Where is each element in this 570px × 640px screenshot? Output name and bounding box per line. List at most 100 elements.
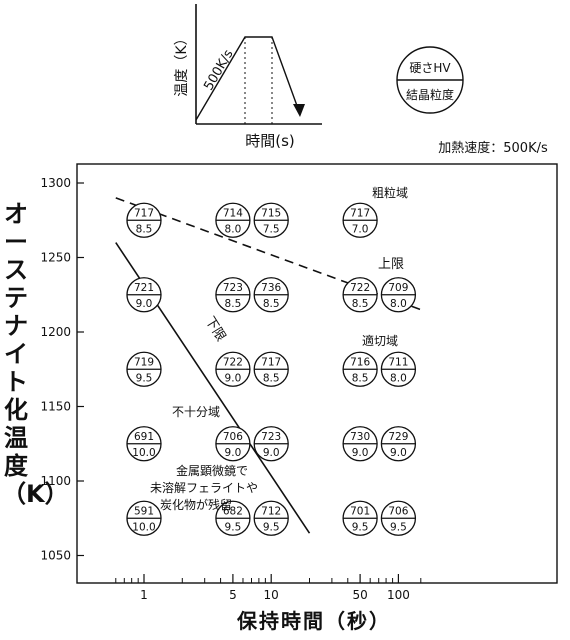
point-hardness-label: 736 xyxy=(261,282,281,294)
point-hardness-label: 722 xyxy=(223,356,243,368)
legend: 硬さHV 結晶粒度 xyxy=(396,46,464,114)
y-tick-label-1200: 1200 xyxy=(40,325,71,339)
region-proper-label: 適切域 xyxy=(362,333,398,348)
point-grain-label: 8.0 xyxy=(225,223,242,235)
point-grain-label: 10.0 xyxy=(132,521,155,533)
x-tick-label-50: 50 xyxy=(352,588,367,602)
point-grain-label: 9.0 xyxy=(352,447,369,459)
point-hardness-label: 729 xyxy=(388,431,408,443)
point-hardness-label: 706 xyxy=(388,505,408,517)
x-axis-label: 保持時間（秒） xyxy=(236,609,391,633)
x-tick-label-10: 10 xyxy=(264,588,279,602)
data-points: 7178.57148.07157.57177.07219.07238.57368… xyxy=(126,202,417,536)
point-grain-label: 7.5 xyxy=(263,223,280,235)
legend-bottom-label: 結晶粒度 xyxy=(406,87,454,102)
inset-arrowhead xyxy=(293,104,305,117)
y-tick-label-1150: 1150 xyxy=(40,400,71,414)
inset-rate-label: 500K/s xyxy=(201,47,236,93)
y-tick-label-1100: 1100 xyxy=(40,474,71,488)
plot-frame xyxy=(76,163,558,584)
point-grain-label: 8.0 xyxy=(390,298,407,310)
point-hardness-label: 730 xyxy=(350,431,370,443)
x-axis-ticks: 1 5 10 50 100 xyxy=(115,574,422,602)
point-hardness-label: 716 xyxy=(350,356,370,368)
point-grain-label: 8.0 xyxy=(390,372,407,384)
region-insufficient-label: 不十分域 xyxy=(172,405,220,419)
point-grain-label: 7.0 xyxy=(352,223,369,235)
heating-rate-label: 加熱速度：500K/s xyxy=(438,140,548,156)
point-grain-label: 8.5 xyxy=(225,298,242,310)
region-coarse-label: 粗粒域 xyxy=(372,185,408,200)
upper-limit-label: 上限 xyxy=(378,257,404,272)
point-hardness-label: 714 xyxy=(223,207,243,219)
point-grain-label: 9.5 xyxy=(263,521,280,533)
point-grain-label: 8.5 xyxy=(352,298,369,310)
point-hardness-label: 721 xyxy=(134,282,154,294)
point-grain-label: 8.5 xyxy=(136,223,153,235)
point-hardness-label: 701 xyxy=(350,505,370,517)
y-tick-label-1300: 1300 xyxy=(40,176,71,190)
point-grain-label: 9.0 xyxy=(225,447,242,459)
annotation-line-2: 未溶解フェライトや xyxy=(150,480,258,495)
point-hardness-label: 715 xyxy=(261,207,281,219)
point-grain-label: 9.5 xyxy=(390,521,407,533)
point-grain-label: 9.5 xyxy=(136,372,153,384)
point-grain-label: 9.5 xyxy=(352,521,369,533)
y-tick-label-1250: 1250 xyxy=(40,251,71,265)
point-hardness-label: 722 xyxy=(350,282,370,294)
inset-temperature-curve xyxy=(195,36,301,121)
point-grain-label: 8.5 xyxy=(263,298,280,310)
point-grain-label: 9.0 xyxy=(136,298,153,310)
point-hardness-label: 717 xyxy=(261,356,281,368)
y-axis-ticks: 1050 1100 1150 1200 1250 1300 xyxy=(40,176,84,563)
x-tick-label-1: 1 xyxy=(140,588,148,602)
point-hardness-label: 723 xyxy=(223,282,243,294)
point-hardness-label: 682 xyxy=(223,505,243,517)
inset-x-label: 時間(s) xyxy=(245,132,295,150)
x-tick-label-5: 5 xyxy=(229,588,237,602)
point-hardness-label: 706 xyxy=(223,431,243,443)
y-tick-label-1050: 1050 xyxy=(40,549,71,563)
inset-y-label: 温度（K） xyxy=(174,31,190,96)
point-hardness-label: 723 xyxy=(261,431,281,443)
point-grain-label: 10.0 xyxy=(132,447,155,459)
point-hardness-label: 691 xyxy=(134,431,154,443)
point-hardness-label: 719 xyxy=(134,356,154,368)
lower-limit-label: 下限 xyxy=(202,314,229,344)
point-grain-label: 9.0 xyxy=(263,447,280,459)
point-hardness-label: 712 xyxy=(261,505,281,517)
legend-top-label: 硬さHV xyxy=(409,61,451,75)
y-axis-label: オーステナイト化温度（K） xyxy=(2,200,69,508)
point-grain-label: 9.5 xyxy=(225,521,242,533)
point-grain-label: 9.0 xyxy=(225,372,242,384)
point-hardness-label: 711 xyxy=(388,356,408,368)
inset-diagram: 温度（K） 500K/s 時間(s) xyxy=(174,4,322,150)
point-hardness-label: 591 xyxy=(134,505,154,517)
point-hardness-label: 709 xyxy=(388,282,408,294)
point-hardness-label: 717 xyxy=(350,207,370,219)
point-hardness-label: 717 xyxy=(134,207,154,219)
annotation-line-1: 金属顕微鏡で xyxy=(176,463,248,478)
data-point: 691 10.0 xyxy=(126,426,162,462)
